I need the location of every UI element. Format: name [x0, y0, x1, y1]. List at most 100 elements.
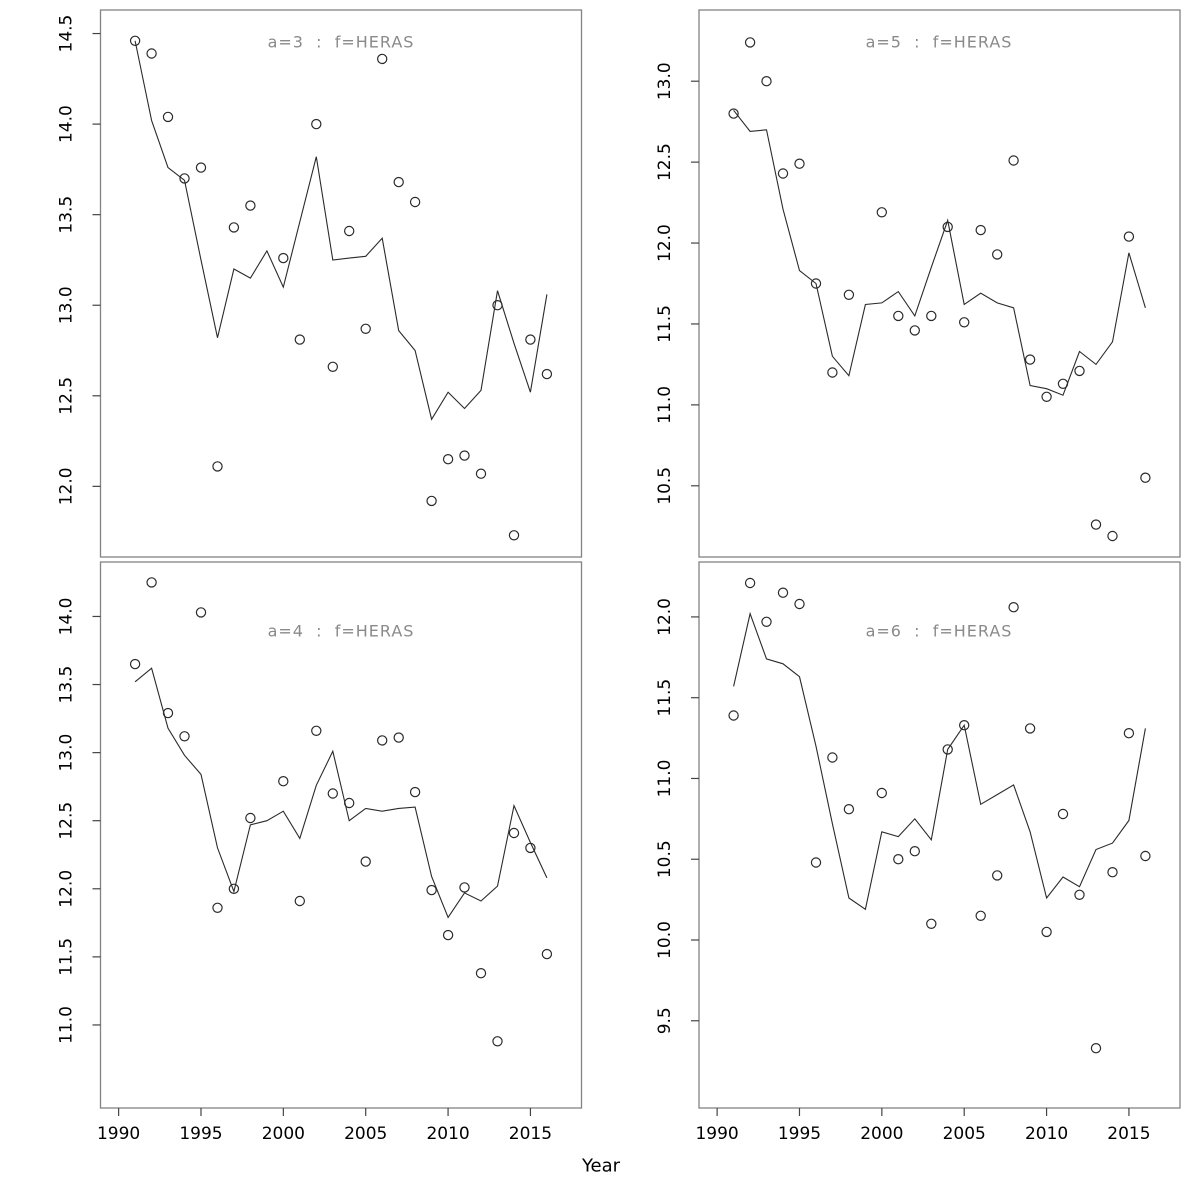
data-point-a3	[409, 196, 421, 208]
data-point-a4	[278, 776, 289, 787]
data-point-a5	[777, 168, 789, 179]
y-tick-label: 12.0	[57, 467, 77, 505]
y-tick-label: 11.0	[655, 760, 675, 798]
fitted-line-a4	[134, 667, 548, 919]
y-tick-label: 13.0	[57, 286, 77, 324]
data-point-a6	[827, 752, 838, 763]
data-point-a6	[1140, 850, 1151, 862]
fitted-line-a5	[733, 109, 1146, 396]
data-point-a6	[1008, 602, 1019, 613]
x-axis-label: Year	[581, 1155, 621, 1177]
data-point-a3	[393, 176, 404, 188]
x-tick-label: 2000	[860, 1124, 903, 1144]
y-tick-label: 12.5	[57, 377, 77, 415]
y-tick-label: 13.5	[57, 666, 77, 704]
data-point-a5	[744, 37, 756, 48]
data-point-a3	[294, 334, 305, 345]
data-point-a3	[459, 450, 470, 461]
data-point-a4	[459, 882, 470, 893]
data-point-a3	[426, 495, 437, 507]
data-point-a6	[959, 720, 970, 731]
data-point-a4	[525, 842, 536, 854]
data-point-a6	[992, 870, 1003, 881]
data-point-a5	[1024, 354, 1036, 365]
panel-title-a6: a=6 : f=HERAS	[865, 621, 1013, 641]
data-point-a5	[992, 249, 1003, 260]
data-point-a4	[195, 607, 207, 618]
data-point-a4	[360, 856, 371, 867]
data-point-a5	[909, 325, 921, 336]
x-tick-label: 1990	[97, 1124, 140, 1144]
x-tick-label: 1990	[695, 1124, 738, 1144]
data-point-a5	[1008, 155, 1019, 166]
data-point-a4	[146, 577, 157, 588]
data-point-a6	[926, 918, 937, 930]
data-point-a4	[426, 884, 437, 896]
data-point-a5	[761, 75, 772, 87]
y-tick-label: 14.5	[57, 15, 77, 53]
data-point-a3	[162, 111, 174, 123]
data-point-a6	[761, 616, 772, 628]
data-point-a5	[1123, 231, 1135, 242]
data-point-a6	[794, 598, 805, 610]
data-point-a3	[508, 530, 520, 541]
data-point-a6	[893, 854, 904, 865]
data-point-a4	[393, 732, 404, 743]
data-point-a4	[179, 731, 190, 742]
y-tick-label: 12.5	[655, 143, 675, 181]
data-point-a6	[1024, 723, 1036, 734]
data-point-a3	[245, 200, 256, 211]
data-point-a4	[409, 786, 421, 798]
data-point-a3	[195, 162, 207, 173]
data-point-a3	[525, 334, 536, 345]
data-point-a4	[508, 827, 520, 839]
data-point-a4	[212, 902, 223, 914]
x-tick-label: 1995	[778, 1124, 821, 1144]
data-point-a5	[959, 317, 970, 328]
data-point-a3	[311, 118, 322, 130]
data-point-a3	[146, 48, 157, 59]
panel-border-a4	[99, 561, 583, 1109]
data-point-a4	[541, 948, 553, 960]
panel-border-a6	[698, 561, 1181, 1109]
data-point-a3	[442, 454, 454, 465]
data-point-a5	[1140, 472, 1151, 483]
data-point-a3	[360, 323, 371, 334]
panel-border-a3	[99, 9, 583, 558]
y-tick-label: 11.0	[655, 386, 675, 424]
data-point-a4	[245, 812, 256, 824]
panel-border-a5	[698, 9, 1181, 558]
x-tick-label: 2015	[509, 1124, 552, 1144]
data-point-a5	[810, 278, 822, 289]
data-point-a6	[777, 587, 789, 598]
data-point-a6	[843, 804, 855, 815]
panel-title-a5: a=5 : f=HERAS	[865, 32, 1013, 52]
y-tick-label: 11.0	[57, 1006, 77, 1044]
panel-title-a4: a=4 : f=HERAS	[267, 621, 415, 641]
data-point-a4	[311, 725, 322, 737]
data-point-a6	[975, 910, 986, 922]
data-point-a5	[893, 310, 904, 322]
x-tick-label: 2000	[262, 1124, 305, 1144]
y-tick-label: 12.5	[57, 802, 77, 840]
data-point-a6	[1090, 1042, 1102, 1054]
y-tick-label: 10.0	[655, 921, 675, 959]
data-point-a6	[942, 744, 953, 755]
x-tick-label: 2010	[1025, 1124, 1068, 1144]
data-point-a3	[228, 222, 240, 233]
data-point-a3	[475, 468, 487, 479]
data-point-a3	[541, 368, 553, 380]
fitted-line-a3	[134, 40, 548, 421]
y-tick-label: 11.5	[655, 305, 675, 343]
data-point-a3	[344, 225, 355, 237]
data-point-a4	[294, 895, 305, 907]
y-tick-label: 13.0	[57, 734, 77, 772]
y-tick-label: 12.0	[57, 870, 77, 908]
data-point-a5	[1090, 519, 1102, 530]
panel-title-a3: a=3 : f=HERAS	[267, 32, 415, 52]
y-tick-label: 14.0	[57, 105, 77, 143]
x-tick-label: 2010	[426, 1124, 469, 1144]
data-point-a4	[475, 968, 487, 979]
y-tick-label: 11.5	[57, 938, 77, 976]
data-point-a3	[212, 461, 223, 472]
